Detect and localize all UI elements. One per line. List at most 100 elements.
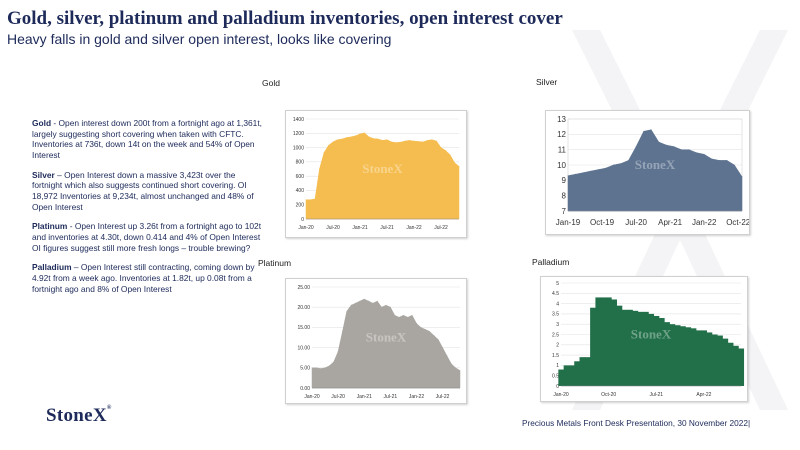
data-point bbox=[363, 298, 365, 300]
data-point bbox=[314, 198, 316, 200]
y-tick-label: 0.00 bbox=[300, 386, 310, 392]
data-point bbox=[328, 145, 329, 146]
data-point bbox=[431, 139, 433, 141]
bar bbox=[595, 297, 602, 386]
data-point bbox=[436, 140, 437, 142]
y-tick-label: 5 bbox=[556, 281, 559, 287]
brand-mark: ® bbox=[106, 405, 112, 411]
bar bbox=[568, 365, 575, 386]
data-point bbox=[665, 144, 667, 146]
data-point bbox=[320, 368, 322, 370]
bar bbox=[733, 345, 739, 386]
data-point bbox=[440, 147, 442, 148]
bar bbox=[579, 357, 586, 386]
x-tick-label: Jan-21 bbox=[352, 225, 368, 231]
bar bbox=[600, 297, 607, 386]
data-point bbox=[368, 300, 369, 302]
x-tick-label: Jul-22 bbox=[436, 394, 450, 400]
data-point bbox=[612, 164, 614, 166]
data-point bbox=[305, 199, 307, 201]
bar bbox=[627, 309, 633, 386]
data-point bbox=[332, 141, 334, 143]
bar bbox=[738, 348, 745, 386]
bar bbox=[690, 328, 697, 386]
silver-note-title: Silver bbox=[32, 169, 55, 180]
x-tick-label: Jan-20 bbox=[553, 392, 569, 398]
bar bbox=[653, 315, 660, 386]
bar bbox=[706, 332, 713, 386]
data-point bbox=[597, 169, 599, 170]
data-point bbox=[409, 140, 410, 141]
data-point bbox=[359, 133, 361, 135]
data-point bbox=[395, 142, 397, 143]
data-point bbox=[373, 138, 374, 140]
bar bbox=[648, 313, 655, 386]
series-area bbox=[305, 132, 460, 220]
bar bbox=[669, 324, 676, 386]
data-point bbox=[382, 140, 383, 141]
bar bbox=[722, 338, 729, 386]
data-point bbox=[319, 168, 320, 170]
palladium-note: Palladium – Open Interest still contract… bbox=[32, 262, 264, 294]
data-point bbox=[459, 370, 461, 372]
data-point bbox=[446, 355, 448, 357]
y-tick-label: 0.5 bbox=[552, 373, 559, 379]
y-tick-label: 4 bbox=[556, 301, 559, 307]
palladium-panel-label: Palladium bbox=[532, 257, 570, 267]
data-point bbox=[575, 173, 576, 175]
data-point bbox=[703, 153, 705, 155]
y-tick-label: 1 bbox=[556, 363, 559, 369]
series-area bbox=[311, 298, 461, 389]
bar bbox=[637, 311, 644, 386]
data-point bbox=[454, 162, 455, 163]
data-point bbox=[567, 175, 569, 177]
data-point bbox=[741, 176, 743, 178]
data-point bbox=[450, 363, 452, 365]
data-point bbox=[346, 310, 348, 312]
y-tick-label: 8 bbox=[562, 191, 567, 200]
data-point bbox=[688, 149, 690, 151]
y-tick-label: 25.00 bbox=[297, 285, 310, 291]
bar bbox=[701, 330, 707, 386]
y-tick-label: 2.5 bbox=[552, 332, 559, 338]
x-tick-label: Jan-22 bbox=[409, 394, 425, 400]
bar bbox=[584, 357, 591, 386]
platinum-note: Platinum - Open Interest up 3.26t from a… bbox=[32, 221, 264, 253]
gold-note: Gold - Open interest down 200t from a fo… bbox=[32, 118, 264, 161]
data-point bbox=[442, 347, 443, 348]
data-point bbox=[350, 136, 352, 138]
bar bbox=[621, 309, 628, 386]
data-point bbox=[445, 150, 446, 151]
platinum-note-title: Platinum bbox=[32, 221, 68, 232]
data-point bbox=[411, 314, 413, 316]
gold-note-text: - Open interest down 200t from a fortnig… bbox=[32, 118, 262, 161]
page-subtitle: Heavy falls in gold and silver open inte… bbox=[7, 31, 392, 47]
data-point bbox=[337, 351, 339, 353]
bar bbox=[563, 365, 570, 386]
x-tick-label: Jan-22 bbox=[692, 218, 717, 227]
bar bbox=[717, 335, 723, 386]
y-tick-label: 400 bbox=[296, 188, 305, 194]
y-tick-label: 20.00 bbox=[297, 305, 310, 311]
bar bbox=[658, 318, 665, 386]
x-tick-label: Jan-20 bbox=[304, 394, 320, 400]
data-point bbox=[658, 141, 660, 143]
data-point bbox=[605, 167, 607, 169]
y-tick-label: 1000 bbox=[293, 145, 304, 151]
data-point bbox=[376, 300, 378, 302]
y-tick-label: 0 bbox=[556, 384, 559, 390]
platinum-note-text: - Open Interest up 3.26t from a fortnigh… bbox=[32, 221, 262, 253]
page-title: Gold, silver, platinum and palladium inv… bbox=[7, 8, 563, 29]
data-point bbox=[643, 130, 645, 132]
bar bbox=[574, 361, 580, 386]
y-tick-label: 5.00 bbox=[300, 366, 310, 372]
data-point bbox=[449, 154, 451, 156]
bar bbox=[643, 311, 649, 386]
data-point bbox=[400, 141, 401, 143]
footer-caption: Precious Metals Front Desk Presentation,… bbox=[522, 418, 751, 428]
bar bbox=[674, 325, 681, 386]
silver-chart: 7 8 9 10 11 12 13 Jan-19 Oct-19 Jul-20 Apr-21 Jan-2… bbox=[545, 110, 750, 235]
data-point bbox=[329, 365, 330, 367]
data-point bbox=[628, 160, 629, 161]
x-tick-label: Apr-21 bbox=[658, 218, 683, 227]
